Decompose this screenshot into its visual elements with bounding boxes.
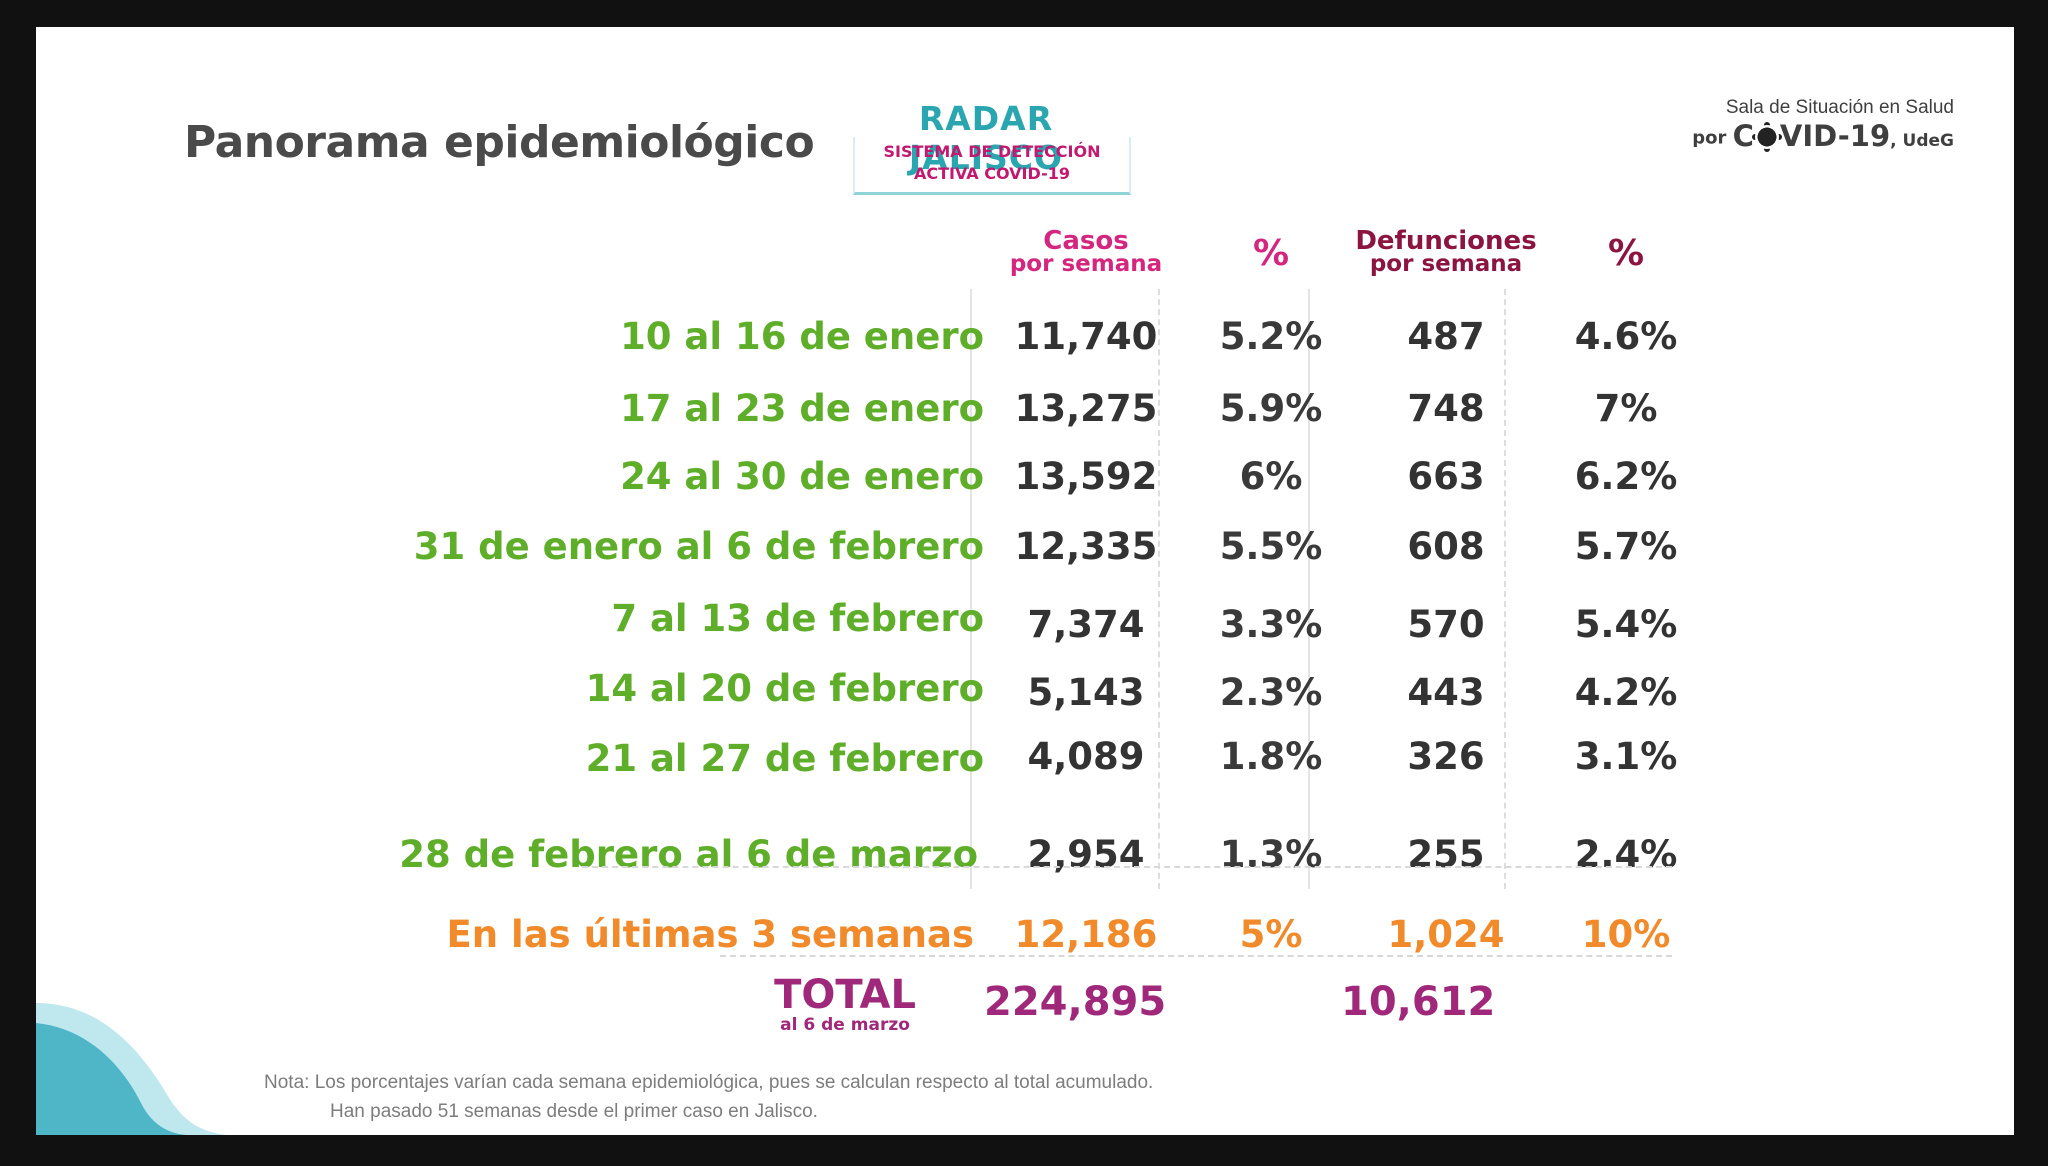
defunciones-pct: 3.1% — [1574, 735, 1678, 778]
decorative-wave — [36, 1003, 226, 1135]
radar-logo-name: RADAR JALISCO — [908, 99, 1064, 177]
radar-line1: SISTEMA DE DETECCIÓN — [883, 142, 1101, 161]
week-label: 24 al 30 de enero — [620, 455, 984, 498]
week-label: 14 al 20 de febrero — [585, 667, 984, 710]
sala-c: C — [1732, 119, 1754, 153]
defunciones-pct: 7% — [1594, 387, 1658, 430]
summary-casos: 12,186 — [1014, 913, 1158, 956]
row-separator — [582, 866, 1672, 868]
column-divider — [1158, 289, 1160, 889]
table-row: 10 al 16 de enero 11,740 5.2% 487 4.6% — [36, 315, 2014, 365]
defunciones-value: 326 — [1407, 735, 1485, 778]
total-defunciones: 10,612 — [1341, 979, 1496, 1025]
total-label: TOTAL al 6 de marzo — [774, 975, 916, 1035]
table-row: 31 de enero al 6 de febrero 12,335 5.5% … — [36, 525, 2014, 575]
header-casos-main: Casos — [1043, 226, 1129, 256]
summary-pct-def: 10% — [1581, 913, 1671, 956]
defunciones-value: 487 — [1407, 315, 1485, 358]
week-label: 17 al 23 de enero — [620, 387, 984, 430]
casos-value: 11,740 — [1014, 315, 1158, 358]
sala-situacion-logo: Sala de Situación en Salud por C VID-19, … — [1692, 97, 1954, 153]
footnote-line2: Han pasado 51 semanas desde el primer ca… — [330, 1101, 818, 1122]
defunciones-pct: 2.4% — [1574, 833, 1678, 876]
header-pct-def: % — [1607, 233, 1645, 274]
header-casos-sub: por semana — [1009, 251, 1163, 277]
sala-por: por — [1692, 127, 1733, 149]
casos-value: 2,954 — [1027, 833, 1145, 876]
casos-value: 4,089 — [1027, 735, 1145, 778]
radar-jalisco-logo: RADAR JALISCO SISTEMA DE DETECCIÓN ACTIV… — [836, 99, 1136, 219]
table-row: 28 de febrero al 6 de marzo 2,954 1.3% 2… — [36, 833, 2014, 883]
table-row: 24 al 30 de enero 13,592 6% 663 6.2% — [36, 455, 2014, 505]
week-label: 21 al 27 de febrero — [585, 737, 984, 780]
week-label: 31 de enero al 6 de febrero — [413, 525, 984, 568]
summary-pct-casos: 5% — [1239, 913, 1303, 956]
radar-logo-subtitle: SISTEMA DE DETECCIÓN ACTIVA COVID-19 — [853, 137, 1131, 195]
total-label-sub: al 6 de marzo — [780, 1015, 910, 1035]
defunciones-pct: 4.6% — [1574, 315, 1678, 358]
week-label: 10 al 16 de enero — [620, 315, 984, 358]
sala-udeg: , UdeG — [1890, 131, 1954, 151]
defunciones-value: 608 — [1407, 525, 1485, 568]
footnote-line1: Nota: Los porcentajes varían cada semana… — [264, 1072, 1154, 1093]
column-divider — [970, 289, 972, 889]
header-def-sub: por semana — [1369, 251, 1523, 277]
header-defunciones: Defunciones por semana — [1336, 226, 1556, 277]
casos-pct: 2.3% — [1219, 671, 1323, 714]
summary-row: En las últimas 3 semanas 12,186 5% 1,024… — [36, 913, 2014, 963]
table-row: 7 al 13 de febrero 7,374 3.3% 570 5.4% — [36, 597, 2014, 647]
defunciones-pct: 4.2% — [1574, 671, 1678, 714]
defunciones-value: 570 — [1407, 603, 1485, 646]
casos-value: 13,592 — [1014, 455, 1158, 498]
defunciones-value: 663 — [1407, 455, 1485, 498]
virus-icon — [1754, 125, 1779, 149]
page-title: Panorama epidemiológico — [184, 117, 815, 168]
week-label: 7 al 13 de febrero — [611, 597, 984, 640]
defunciones-pct: 5.4% — [1574, 603, 1678, 646]
table-row: 14 al 20 de febrero 5,143 2.3% 443 4.2% — [36, 667, 2014, 717]
defunciones-value: 443 — [1407, 671, 1485, 714]
casos-pct: 5.2% — [1219, 315, 1323, 358]
defunciones-value: 255 — [1407, 833, 1485, 876]
casos-value: 12,335 — [1014, 525, 1158, 568]
defunciones-value: 748 — [1407, 387, 1485, 430]
casos-pct: 5.5% — [1219, 525, 1323, 568]
header-def-main: Defunciones — [1355, 226, 1537, 256]
slide: Panorama epidemiológico RADAR JALISCO SI… — [36, 27, 2014, 1135]
total-casos: 224,895 — [984, 979, 1167, 1025]
casos-pct: 3.3% — [1219, 603, 1323, 646]
sala-line2: por C VID-19, UdeG — [1692, 119, 1954, 153]
table-row: 21 al 27 de febrero 4,089 1.8% 326 3.1% — [36, 735, 2014, 817]
casos-value: 13,275 — [1014, 387, 1158, 430]
casos-pct: 1.8% — [1219, 735, 1323, 778]
casos-pct: 6% — [1239, 455, 1303, 498]
radar-line2-prefix: ACTIVA — [914, 164, 985, 183]
summary-defunciones: 1,024 — [1387, 913, 1505, 956]
column-divider — [1308, 289, 1310, 889]
total-label-main: TOTAL — [774, 972, 916, 1018]
casos-value: 5,143 — [1027, 671, 1145, 714]
defunciones-pct: 6.2% — [1574, 455, 1678, 498]
week-label: 28 de febrero al 6 de marzo — [399, 833, 978, 876]
sala-vid: VID-19 — [1779, 119, 1891, 153]
column-divider — [1504, 289, 1506, 889]
sala-line1: Sala de Situación en Salud — [1725, 97, 1954, 118]
casos-value: 7,374 — [1027, 603, 1145, 646]
row-separator — [720, 955, 1672, 957]
radar-line2-highlight: COVID-19 — [984, 164, 1070, 183]
header-casos: Casos por semana — [996, 226, 1176, 277]
summary-label: En las últimas 3 semanas — [446, 913, 974, 956]
casos-pct: 1.3% — [1219, 833, 1323, 876]
casos-pct: 5.9% — [1219, 387, 1323, 430]
header-pct-casos: % — [1252, 233, 1290, 274]
defunciones-pct: 5.7% — [1574, 525, 1678, 568]
footnote: Nota: Los porcentajes varían cada semana… — [264, 1068, 1153, 1126]
table-row: 17 al 23 de enero 13,275 5.9% 748 7% — [36, 387, 2014, 437]
